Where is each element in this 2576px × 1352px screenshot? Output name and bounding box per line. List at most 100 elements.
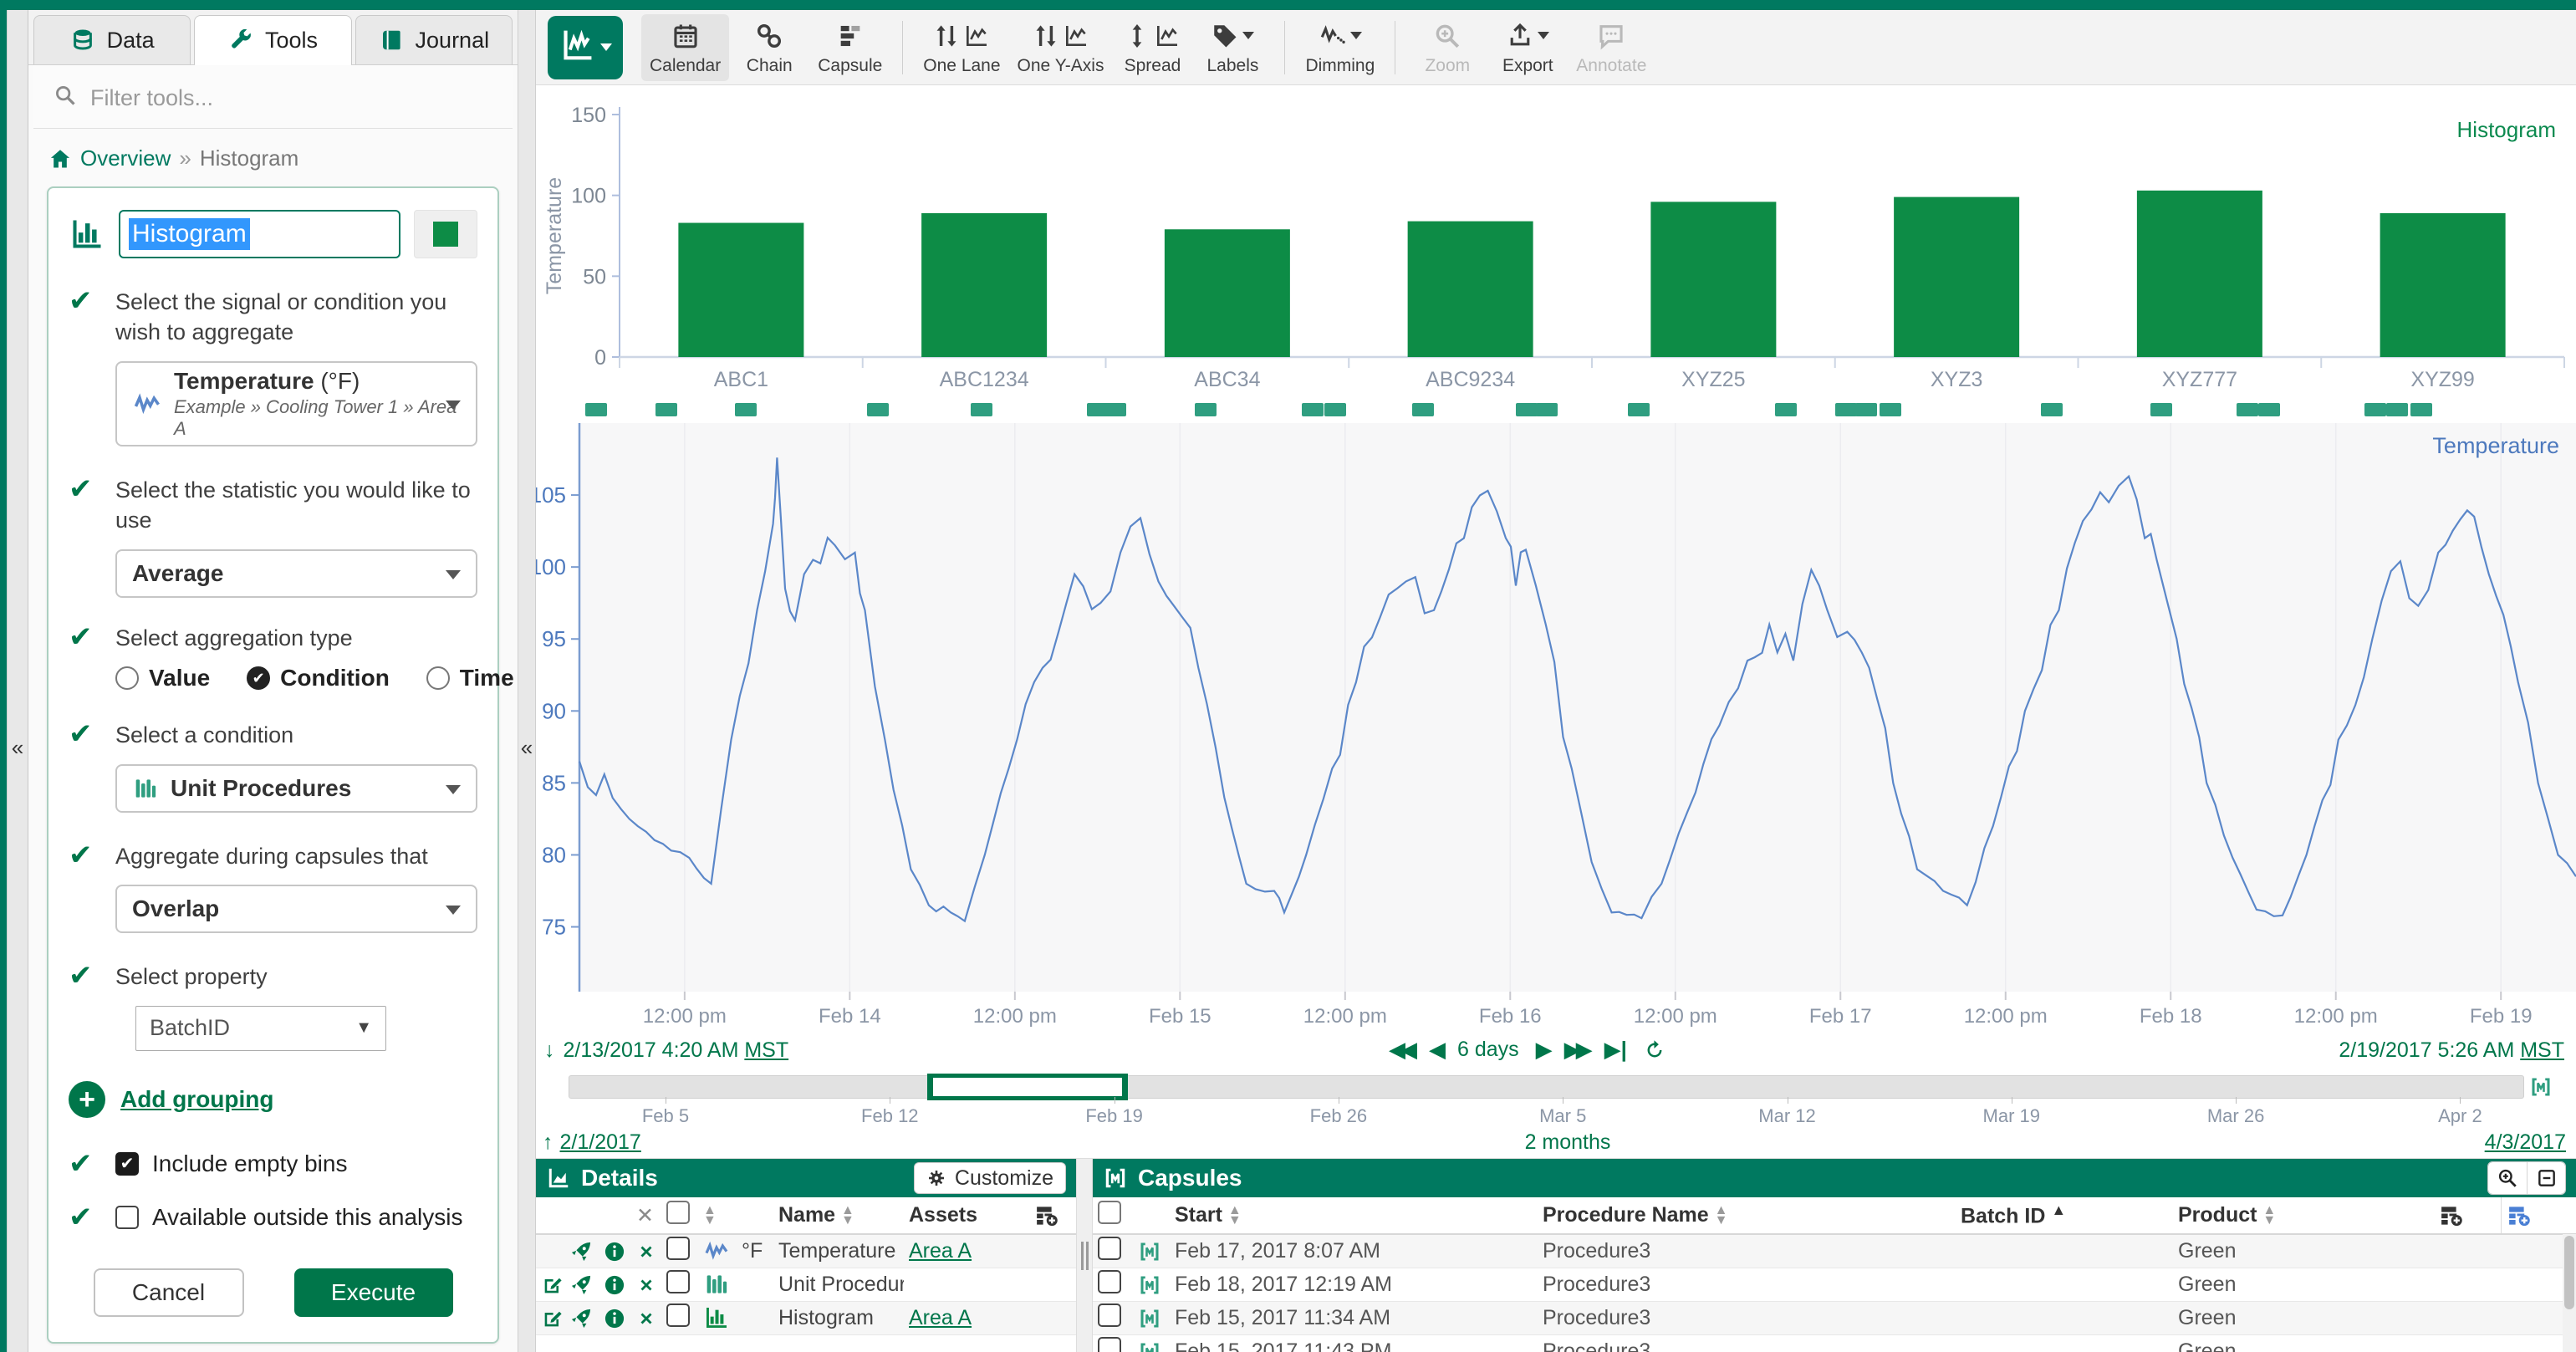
histogram-bar[interactable] (2136, 190, 2262, 357)
info-icon[interactable] (603, 1273, 626, 1297)
panel-resize-handle[interactable] (1076, 1159, 1093, 1352)
sort-ascending-icon[interactable]: ▲ (2051, 1201, 2067, 1219)
sort-icon[interactable]: ▲ ▼ (841, 1202, 854, 1228)
row-checkbox[interactable] (1098, 1269, 1121, 1293)
select-all-checkbox[interactable] (1098, 1201, 1121, 1224)
capsule-marker[interactable] (585, 403, 608, 416)
row-checkbox[interactable] (1098, 1336, 1121, 1352)
select-all-checkbox[interactable] (666, 1201, 690, 1224)
add-column-icon[interactable] (1034, 1203, 1059, 1228)
histogram-bar[interactable] (921, 212, 1048, 357)
during-select[interactable]: Overlap (115, 885, 477, 934)
investigate-end-link[interactable]: 4/3/2017 (2484, 1130, 2566, 1154)
send-icon[interactable] (569, 1273, 593, 1297)
delete-all-icon[interactable]: ✕ (636, 1203, 654, 1227)
add-grouping[interactable]: + Add grouping (69, 1080, 477, 1118)
cancel-button[interactable]: Cancel (93, 1268, 244, 1317)
capsule-marker[interactable] (1854, 403, 1877, 416)
capsules-scrollbar[interactable] (2563, 1234, 2576, 1352)
capsule-marker[interactable] (1411, 403, 1434, 416)
timeline-handle-right[interactable] (1122, 1074, 1129, 1100)
signal-select[interactable]: Temperature (°F) Example » Cooling Tower… (115, 360, 477, 446)
capsule-marker[interactable] (655, 403, 677, 416)
range-duration[interactable]: 6 days (1457, 1038, 1519, 1061)
range-end-link[interactable]: 2/19/2017 5:26 AM MST (2339, 1038, 2564, 1062)
capsule-marker[interactable] (866, 403, 889, 416)
capsule-marker[interactable] (2150, 403, 2173, 416)
capsule-marker[interactable] (1302, 403, 1324, 416)
row-checkbox[interactable] (1098, 1303, 1121, 1327)
investigate-start-link[interactable]: 2/1/2017 (559, 1130, 641, 1154)
toolbar-calendar-button[interactable]: Calendar (641, 13, 730, 81)
histogram-bar[interactable] (2380, 212, 2506, 357)
capsule-marker[interactable] (2364, 403, 2386, 416)
timeline-track[interactable] (569, 1074, 2524, 1100)
step-forward-half-icon[interactable]: ▶ (1535, 1037, 1553, 1062)
capsule-row[interactable]: Feb 15, 2017 11:34 AM Procedure3 Green (1093, 1301, 2576, 1335)
toolbar-one-lane-button[interactable]: One Lane (915, 14, 1008, 81)
timeline-handle-left[interactable] (926, 1074, 933, 1100)
sort-icon[interactable]: ▲ ▼ (1714, 1202, 1728, 1228)
sidebar-collapse-strip[interactable]: « (518, 10, 536, 1352)
capsule-marker[interactable] (1515, 403, 1538, 416)
delete-icon[interactable] (636, 1275, 656, 1295)
arrow-down-icon[interactable]: ↓ (544, 1038, 555, 1062)
step-to-end-icon[interactable]: ▶| (1604, 1037, 1627, 1062)
sort-icon[interactable]: ▲ ▼ (2262, 1202, 2277, 1228)
arrow-up-icon[interactable]: ↑ (543, 1130, 553, 1154)
add-grouping-link[interactable]: Add grouping (120, 1085, 274, 1112)
capsule-marker[interactable] (1775, 403, 1798, 416)
include-empty-bins-checkbox[interactable]: ✔ (115, 1151, 139, 1176)
range-start-tz[interactable]: MST (744, 1038, 789, 1062)
statistic-select[interactable]: Average (115, 548, 477, 598)
property-select[interactable]: BatchID ▼ (135, 1005, 386, 1051)
capsule-row[interactable]: Feb 17, 2017 8:07 AM Procedure3 Green (1093, 1234, 2576, 1268)
filter-tools-input[interactable]: Filter tools... (90, 85, 214, 110)
customize-button[interactable]: Customize (913, 1162, 1066, 1194)
available-outside-checkbox[interactable] (115, 1205, 139, 1229)
aggregation-radio-value[interactable]: Value (115, 665, 210, 691)
delete-icon[interactable] (636, 1309, 656, 1329)
capsule-marker[interactable] (1194, 403, 1217, 416)
step-forward-full-icon[interactable]: ▶▶ (1563, 1037, 1593, 1062)
toolbar-capsule-button[interactable]: Capsule (809, 14, 890, 81)
details-row[interactable]: Histogram Area A (536, 1301, 1076, 1335)
row-checkbox[interactable] (1098, 1236, 1121, 1260)
toolbar-chain-button[interactable]: Chain (729, 14, 809, 81)
range-end-tz[interactable]: MST (2520, 1038, 2564, 1062)
capsule-icon[interactable] (2529, 1075, 2553, 1103)
capsule-marker[interactable] (1104, 403, 1127, 416)
row-checkbox[interactable] (666, 1303, 690, 1327)
capsule-marker[interactable] (2237, 403, 2259, 416)
aggregation-radio-condition[interactable]: ✔ Condition (247, 665, 390, 691)
info-icon[interactable] (603, 1240, 626, 1263)
toolbar-export-button[interactable]: Export (1487, 14, 1568, 81)
capsule-marker[interactable] (2410, 403, 2432, 416)
histogram-bar[interactable] (678, 222, 804, 357)
tool-name-input[interactable]: Histogram (119, 210, 400, 258)
capsule-row[interactable]: Feb 18, 2017 12:19 AM Procedure3 Green (1093, 1268, 2576, 1302)
capsule-marker[interactable] (1879, 403, 1901, 416)
temperature-trend-line[interactable] (578, 457, 2576, 923)
toolbar-dimming-button[interactable]: Dimming (1297, 14, 1383, 81)
capsule-marker[interactable] (2041, 403, 2063, 416)
aggregation-radio-time[interactable]: Time (426, 665, 514, 691)
home-icon[interactable] (48, 147, 72, 171)
left-collapse-strip[interactable]: « (7, 10, 28, 1352)
histogram-bar[interactable] (1407, 221, 1533, 357)
investigate-span[interactable]: 2 months (1524, 1130, 1611, 1154)
sort-icon[interactable]: ▲ ▼ (1227, 1202, 1242, 1228)
condition-select[interactable]: Unit Procedures (115, 763, 477, 813)
toolbar-spread-button[interactable]: Spread (1112, 14, 1192, 81)
step-back-half-icon[interactable]: ◀ (1429, 1037, 1446, 1062)
toolbar-one-y-axis-button[interactable]: One Y-Axis (1009, 14, 1113, 81)
capsules-collapse-button[interactable] (2527, 1162, 2565, 1194)
capsule-marker[interactable] (735, 403, 757, 416)
capsules-zoom-button[interactable] (2488, 1162, 2527, 1194)
timeline-selection-window[interactable] (926, 1074, 1129, 1100)
capsule-marker[interactable] (1535, 403, 1558, 416)
sort-icon[interactable]: ▲ ▼ (703, 1202, 717, 1228)
capsule-marker[interactable] (1835, 403, 1858, 416)
add-column-icon[interactable] (2439, 1203, 2464, 1228)
histogram-chart[interactable]: Temperature 0 50 100 150 ABC1 ABC1234 ABC34 ABC9… (536, 85, 2576, 396)
